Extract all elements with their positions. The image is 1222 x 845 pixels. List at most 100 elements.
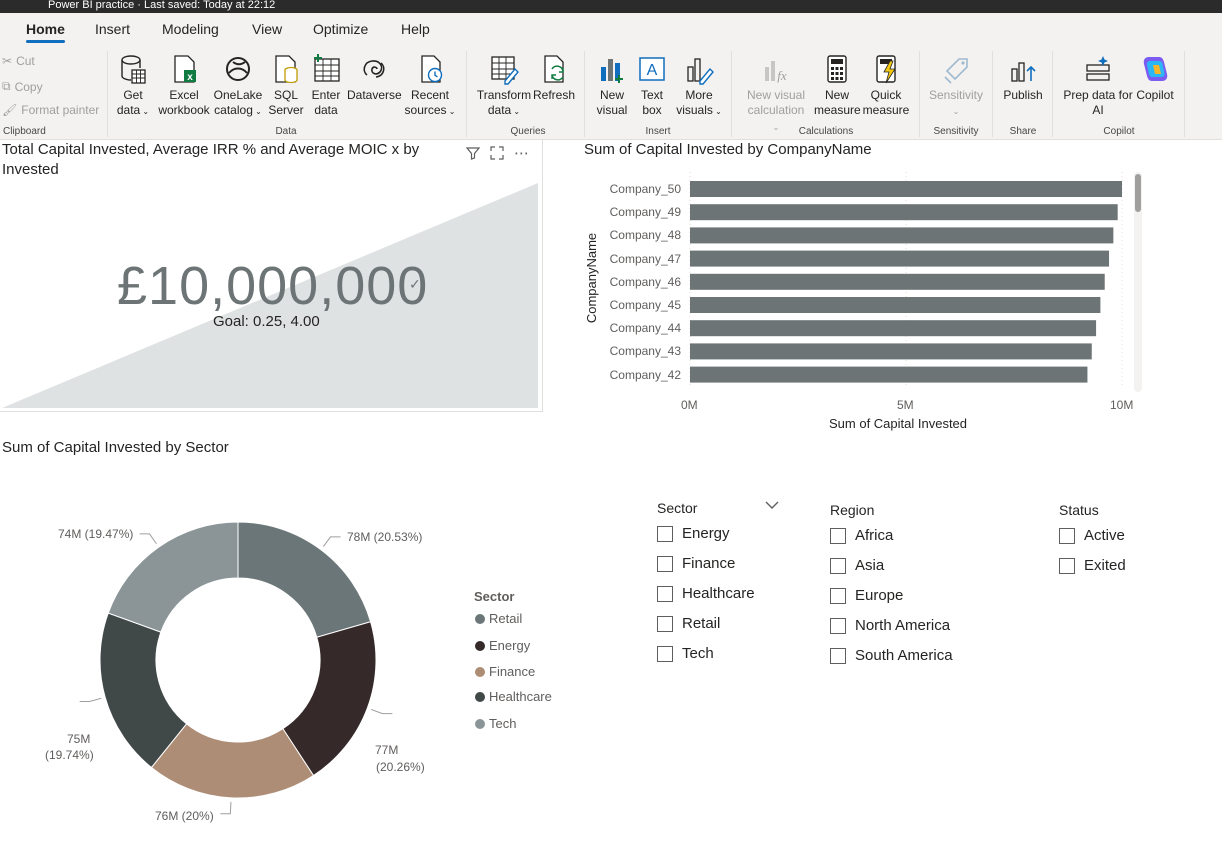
gauge-goal: Goal: 0.25, 4.00: [213, 313, 320, 330]
legend-item-healthcare[interactable]: Healthcare: [475, 689, 552, 704]
calculator-icon: [827, 55, 847, 83]
checkbox[interactable]: [657, 585, 673, 602]
sector-option-healthcare[interactable]: Healthcare: [657, 585, 755, 602]
quick-measure-button[interactable]: Quick measure: [862, 53, 910, 118]
group-separator: [466, 51, 467, 137]
status-option-active[interactable]: Active: [1059, 527, 1125, 544]
checkmark-icon: ✓: [409, 276, 421, 292]
format-painter-button[interactable]: 🖌 Format painter: [2, 103, 100, 117]
sensitivity-button[interactable]: Sensitivity ⌄: [926, 53, 986, 119]
sql-server-button[interactable]: SQL Server: [267, 53, 305, 118]
bar-company-48[interactable]: [690, 227, 1114, 244]
sector-option-finance[interactable]: Finance: [657, 555, 735, 572]
more-options-icon[interactable]: ⋯: [514, 145, 530, 162]
bar-category-label: Company_46: [609, 274, 681, 289]
tab-help[interactable]: Help: [401, 21, 430, 37]
bar-company-50[interactable]: [690, 181, 1122, 197]
sector-option-retail[interactable]: Retail: [657, 615, 720, 632]
checkbox[interactable]: [830, 527, 846, 544]
prep-data-for-ai-button[interactable]: Prep data for AI: [1060, 53, 1136, 118]
legend-marker: [475, 640, 485, 651]
checkbox-label: South America: [855, 647, 953, 664]
bar-company-47[interactable]: [690, 250, 1110, 267]
checkbox[interactable]: [830, 617, 846, 634]
visual-header-icons: ⋯: [466, 144, 530, 162]
group-label-sensitivity: Sensitivity: [933, 126, 979, 137]
region-option-north-america[interactable]: North America: [830, 617, 950, 634]
group-separator: [919, 51, 920, 137]
transform-icon: [491, 56, 519, 85]
bar-company-49[interactable]: [690, 204, 1118, 221]
transform-data-button[interactable]: Transform data ⌄: [474, 53, 534, 119]
checkbox[interactable]: [657, 525, 673, 542]
tab-insert[interactable]: Insert: [95, 21, 131, 37]
publish-icon: [1011, 62, 1036, 82]
legend-item-finance[interactable]: Finance: [475, 664, 535, 679]
recent-sources-button[interactable]: Recent sources ⌄: [403, 53, 457, 119]
region-option-asia[interactable]: Asia: [830, 557, 884, 574]
region-option-europe[interactable]: Europe: [830, 587, 903, 604]
text-box-button[interactable]: A Text box: [635, 53, 669, 118]
gauge-fill-triangle: [2, 183, 538, 408]
bar-chart-scrollbar[interactable]: [1134, 172, 1142, 392]
publish-button[interactable]: Publish: [1000, 53, 1046, 103]
gauge-visual[interactable]: [0, 140, 543, 412]
onelake-catalog-button[interactable]: OneLake catalog ⌄: [213, 53, 263, 119]
checkbox[interactable]: [1059, 527, 1075, 544]
more-visuals-button[interactable]: More visuals ⌄: [676, 53, 722, 119]
gauge-background: [2, 183, 538, 408]
group-separator: [107, 51, 108, 137]
bar-company-42[interactable]: [690, 366, 1088, 383]
donut-slice-tech[interactable]: [107, 521, 239, 633]
scrollbar-thumb[interactable]: [1135, 174, 1141, 212]
bar-company-46[interactable]: [690, 273, 1105, 290]
sensitivity-label-icon: [944, 58, 968, 84]
copy-button[interactable]: ⧉ Copy: [2, 79, 43, 94]
sector-option-energy[interactable]: Energy: [657, 525, 730, 542]
donut-chart[interactable]: [40, 500, 440, 830]
status-option-exited[interactable]: Exited: [1059, 557, 1126, 574]
bar-company-43[interactable]: [690, 343, 1092, 360]
region-option-africa[interactable]: Africa: [830, 527, 893, 544]
tab-home[interactable]: Home: [26, 21, 65, 37]
tab-modeling[interactable]: Modeling: [162, 21, 219, 37]
sector-option-tech[interactable]: Tech: [657, 645, 714, 662]
dataverse-button[interactable]: Dataverse: [347, 53, 402, 103]
new-measure-button[interactable]: New measure: [814, 53, 861, 118]
excel-workbook-button[interactable]: x Excel workbook: [157, 53, 211, 118]
checkbox[interactable]: [830, 647, 846, 664]
tab-view[interactable]: View: [252, 21, 283, 37]
new-visual-calculation-button[interactable]: fx New visual calculation ⌄: [744, 53, 808, 135]
svg-text:x: x: [187, 72, 193, 83]
focus-mode-icon[interactable]: [490, 146, 504, 160]
group-separator: [1052, 51, 1053, 137]
chevron-down-icon[interactable]: [765, 500, 779, 510]
tab-optimize[interactable]: Optimize: [313, 21, 369, 37]
checkbox[interactable]: [657, 645, 673, 662]
legend-item-tech[interactable]: Tech: [475, 716, 516, 731]
x-tick-label: 10M: [1110, 398, 1134, 412]
checkbox[interactable]: [1059, 557, 1075, 574]
legend-item-energy[interactable]: Energy: [475, 638, 530, 653]
new-visual-button[interactable]: New visual: [594, 53, 630, 118]
status-slicer-title: Status: [1059, 502, 1099, 518]
filter-icon[interactable]: [466, 146, 480, 160]
enter-data-button[interactable]: Enter data: [308, 53, 344, 118]
copilot-button[interactable]: Copilot: [1132, 53, 1178, 103]
donut-data-label: 78M (20.53%): [347, 530, 423, 544]
region-option-south-america[interactable]: South America: [830, 647, 953, 664]
bar-company-44[interactable]: [690, 320, 1097, 337]
bar-company-45[interactable]: [690, 297, 1101, 313]
refresh-button[interactable]: Refresh: [532, 53, 576, 103]
checkbox[interactable]: [830, 557, 846, 574]
scissors-icon: ✂: [2, 54, 13, 68]
bar-chart-plot[interactable]: [680, 172, 1150, 392]
sql-server-icon: [275, 55, 298, 84]
checkbox-label: Finance: [682, 555, 736, 572]
checkbox[interactable]: [657, 555, 673, 572]
get-data-button[interactable]: Get data ⌄: [114, 53, 152, 119]
cut-button[interactable]: ✂ Cut: [2, 54, 35, 68]
checkbox[interactable]: [830, 587, 846, 604]
checkbox[interactable]: [657, 615, 673, 632]
legend-item-retail[interactable]: Retail: [475, 611, 522, 626]
